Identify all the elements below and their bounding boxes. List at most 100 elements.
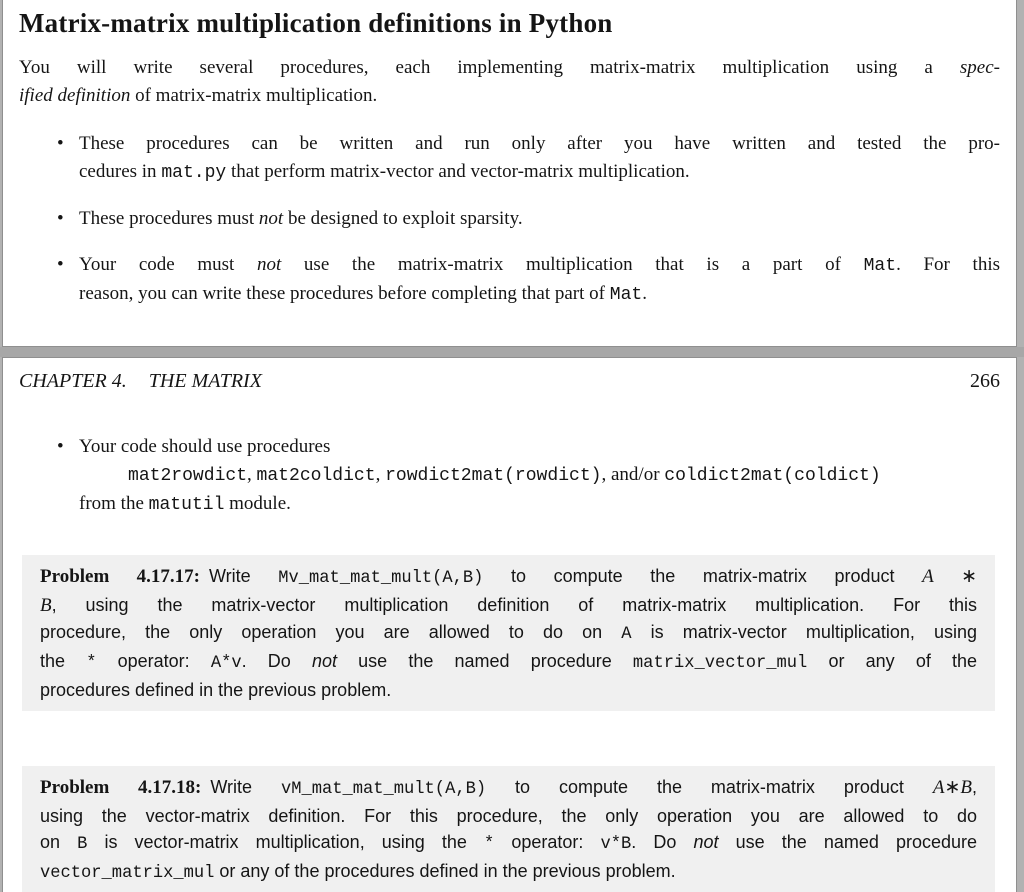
text-run: . Do [631,832,694,852]
bullet-text: Your code must not use the matrix-matrix… [79,251,1000,309]
text-run: , [971,777,977,797]
text-run: Mat [609,285,643,305]
bullet-item-3: • Your code must not use the matrix-matr… [57,251,1000,309]
text-run: not [693,832,719,852]
text-run: use the named procedure [718,832,977,852]
text-line: from the matutil module. [79,490,1000,519]
text-run: v*B [600,835,632,854]
bullet-item-1: • These procedures can be written and ru… [57,130,1000,187]
chapter-label: CHAPTER 4. [19,370,127,392]
text-run: mat2rowdict [128,466,248,486]
text-run: using the vector-matrix definition. For … [40,806,977,826]
text-run: ∗ [944,777,961,798]
text-run: vector_matrix_mul [40,864,215,883]
text-run: A [621,625,632,644]
text-run: vM_mat_mat_mult(A,B) [280,780,487,799]
text-run: procedures defined in the previous probl… [40,680,392,700]
text-run: rowdict2mat(rowdict) [385,466,602,486]
text-run: Your code must [79,254,257,275]
text-line: These procedures must not be designed to… [79,205,1000,233]
text-run: on [40,832,78,852]
text-run: or any of the procedures defined in the … [214,861,676,881]
text-run: reason, you can write these procedures b… [79,283,610,304]
text-run: B [40,595,52,616]
text-run: to compute the matrix-matrix product [483,566,923,586]
text-run: Problem 4.17.17: [40,566,200,587]
text-run: cedures in [79,161,162,182]
page-number: 266 [970,370,1000,392]
text-run: A*v [210,654,242,673]
text-run: ∗ [933,566,978,587]
text-run: , and/or [601,464,665,485]
intro-paragraph: You will write several procedures, each … [19,54,1000,110]
text-run: not [258,208,284,229]
text-run: be designed to exploit sparsity. [283,208,523,229]
text-run: These procedures must [79,208,259,229]
text-run: * [86,654,97,673]
text-run: is vector-matrix multiplication, using t… [87,832,485,852]
text-run: module. [224,493,291,514]
text-run: , [375,464,386,485]
text-run: B [77,835,88,854]
text-run: procedure, the only operation you are al… [40,622,622,642]
text-run: A [932,777,945,798]
text-run: Problem 4.17.18: [40,777,202,798]
text-run: Your code should use procedures [79,436,331,457]
text-line: Your code must not use the matrix-matrix… [79,251,1000,280]
bullet-text: Your code should use procedures mat2rowdi… [79,433,1000,519]
text-line: mat2rowdict, mat2coldict, rowdict2mat(ro… [128,461,1000,490]
text-run: not [256,254,282,275]
text-line: Problem 4.17.18: Write vM_mat_mat_mult(A… [40,774,977,803]
text-line: vector_matrix_mul or any of the procedur… [40,858,977,887]
page-1: Matrix-matrix multiplication definitions… [2,0,1017,347]
bullet-icon: • [57,436,64,457]
page-gap-band [0,347,1024,357]
bullet-item-4: • Your code should use procedures mat2row… [57,433,1000,519]
text-run: , [247,464,257,485]
text-line: cedures in mat.py that perform matrix-ve… [79,158,1000,187]
text-run: . Do [241,651,312,671]
text-line: Problem 4.17.17: Write Mv_mat_mat_mult(A… [40,563,977,592]
text-run: Write [199,566,279,586]
chapter-title: THE MATRIX [148,370,262,392]
text-line: These procedures can be written and run … [79,130,1000,158]
text-run: . For this [896,254,1000,275]
problem-box-4-17-18: Problem 4.17.18: Write vM_mat_mat_mult(A… [22,766,995,892]
text-run: Mv_mat_mat_mult(A,B) [278,569,484,588]
text-run: ified definition [19,85,131,106]
text-run: * [484,835,495,854]
text-line: Your code should use procedures [79,433,1000,461]
text-run: use the named procedure [336,651,633,671]
text-line: B, using the matrix-vector multiplicatio… [40,592,977,619]
text-run: , using the matrix-vector multiplication… [51,595,977,615]
bullet-icon: • [57,254,64,275]
text-run: operator: [96,651,211,671]
text-line: reason, you can write these procedures b… [79,280,1000,309]
text-run: A [922,566,934,587]
text-run: of matrix-matrix multiplication. [130,85,378,106]
text-line: ified definition of matrix-matrix multip… [19,82,1000,110]
text-run: You will write several procedures, each … [19,57,960,78]
text-run: from the [79,493,149,514]
problem-box-4-17-17: Problem 4.17.17: Write Mv_mat_mat_mult(A… [22,555,995,711]
page-2: CHAPTER 4. THE MATRIX 266 • Your code sho… [2,357,1017,892]
bullet-icon: • [57,133,64,154]
text-run: These procedures can be written and run … [79,133,1000,154]
bullet-icon: • [57,208,64,229]
text-line: the * operator: A*v. Do not use the name… [40,648,977,677]
text-run: spec- [959,57,1000,78]
bullet-text: These procedures can be written and run … [79,130,1000,187]
text-run: use the matrix-matrix multiplication tha… [281,254,864,275]
bullet-text: These procedures must not be designed to… [79,205,1000,233]
text-run: operator: [494,832,601,852]
running-header: CHAPTER 4. THE MATRIX 266 [19,369,1000,393]
bullet-list: • These procedures can be written and ru… [19,130,1000,309]
text-run: coldict2mat(coldict) [664,466,881,486]
section-heading: Matrix-matrix multiplication definitions… [19,8,613,38]
text-run: to compute the matrix-matrix product [486,777,933,797]
text-run: B [960,777,972,798]
text-run: matutil [148,495,225,515]
text-run: . [642,283,647,304]
text-run: mat2coldict [256,466,376,486]
